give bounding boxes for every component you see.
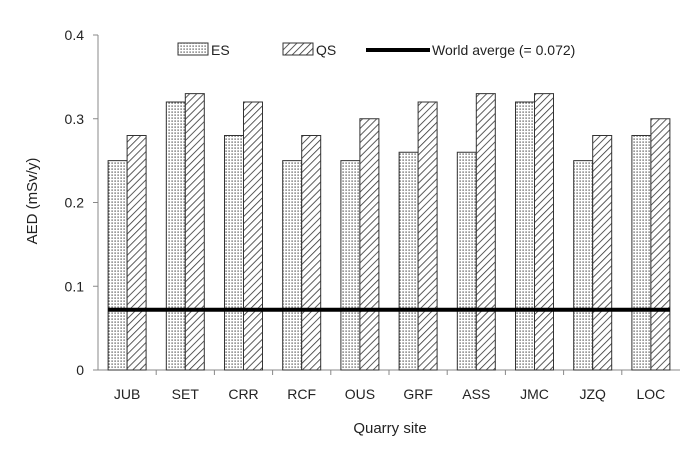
bar-qs-jmc <box>534 93 554 371</box>
bar-es-jmc <box>515 101 535 371</box>
y-axis-title: AED (mSv/y) <box>24 158 41 245</box>
bar-es-jzq <box>573 160 594 371</box>
x-tick-label: JUB <box>114 386 140 402</box>
bar-qs-jub <box>126 135 147 371</box>
bar-es-set <box>165 101 186 371</box>
x-tick-label: CRR <box>228 386 258 402</box>
bar-qs-rcf <box>301 135 322 371</box>
bar-es-loc <box>631 135 652 371</box>
x-tick-label: GRF <box>403 386 433 402</box>
y-tick-label: 0.1 <box>65 278 85 294</box>
bar-es-rcf <box>282 160 303 371</box>
y-tick-label: 0.4 <box>65 27 85 43</box>
x-tick-label: SET <box>172 386 200 402</box>
x-axis-title: Quarry site <box>353 420 426 437</box>
bar-es-ass <box>456 151 477 371</box>
legend-label-es: ES <box>211 42 230 58</box>
bar-qs-crr <box>243 101 263 371</box>
bar-qs-jzq <box>592 135 613 371</box>
bar-qs-set <box>184 93 205 371</box>
bar-es-crr <box>224 135 244 371</box>
x-tick-label: RCF <box>287 386 316 402</box>
legend-label-world-average: World averge (= 0.072) <box>432 42 575 58</box>
bar-qs-grf <box>417 101 438 371</box>
bar-qs-ass <box>475 93 496 371</box>
legend-swatch-es <box>177 42 209 56</box>
x-tick-label: JZQ <box>579 386 606 402</box>
y-tick-label: 0 <box>76 362 84 378</box>
bar-es-ous <box>340 160 361 371</box>
bar-es-grf <box>398 151 419 371</box>
x-tick-label: OUS <box>345 386 375 402</box>
x-tick-label: LOC <box>637 386 666 402</box>
legend-label-qs: QS <box>316 42 336 58</box>
bar-qs-loc <box>650 118 671 371</box>
y-tick-label: 0.2 <box>65 195 85 211</box>
x-tick-label: ASS <box>462 386 490 402</box>
bar-es-jub <box>107 160 128 371</box>
bar-qs-ous <box>359 118 380 371</box>
legend-swatch-qs <box>282 42 314 56</box>
x-tick-label: JMC <box>520 386 549 402</box>
y-tick-label: 0.3 <box>65 111 85 127</box>
